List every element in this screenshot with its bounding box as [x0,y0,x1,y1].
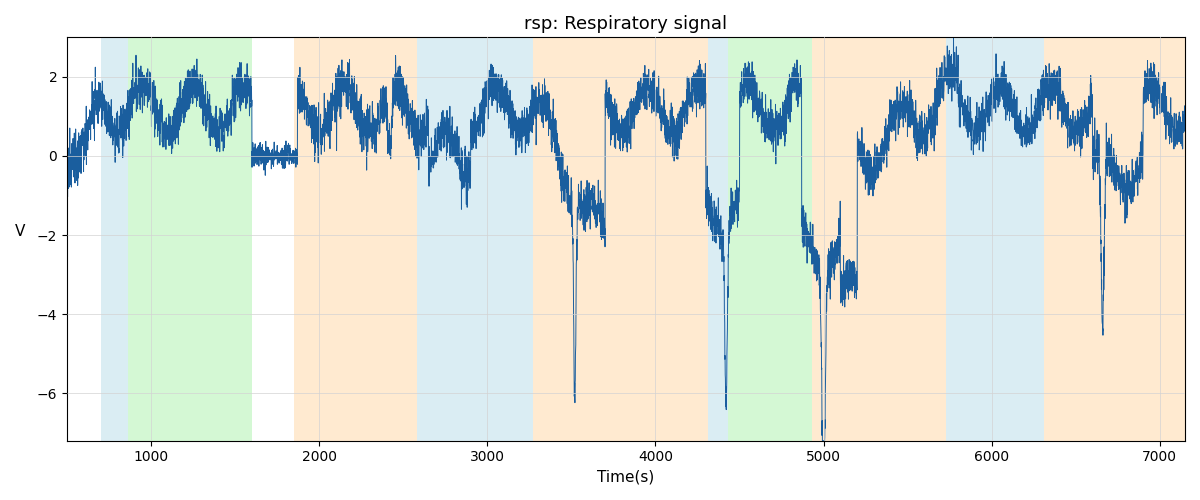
Bar [1044,38,1186,440]
Title: rsp: Respiratory signal: rsp: Respiratory signal [524,15,727,33]
Y-axis label: V: V [16,224,25,239]
Bar [708,38,727,440]
Bar [416,38,533,440]
Bar [101,38,127,440]
Bar [811,38,947,440]
X-axis label: Time(s): Time(s) [598,470,655,485]
Bar [533,38,708,440]
Bar [294,38,416,440]
Bar [127,38,252,440]
Bar [727,38,811,440]
Bar [947,38,1044,440]
